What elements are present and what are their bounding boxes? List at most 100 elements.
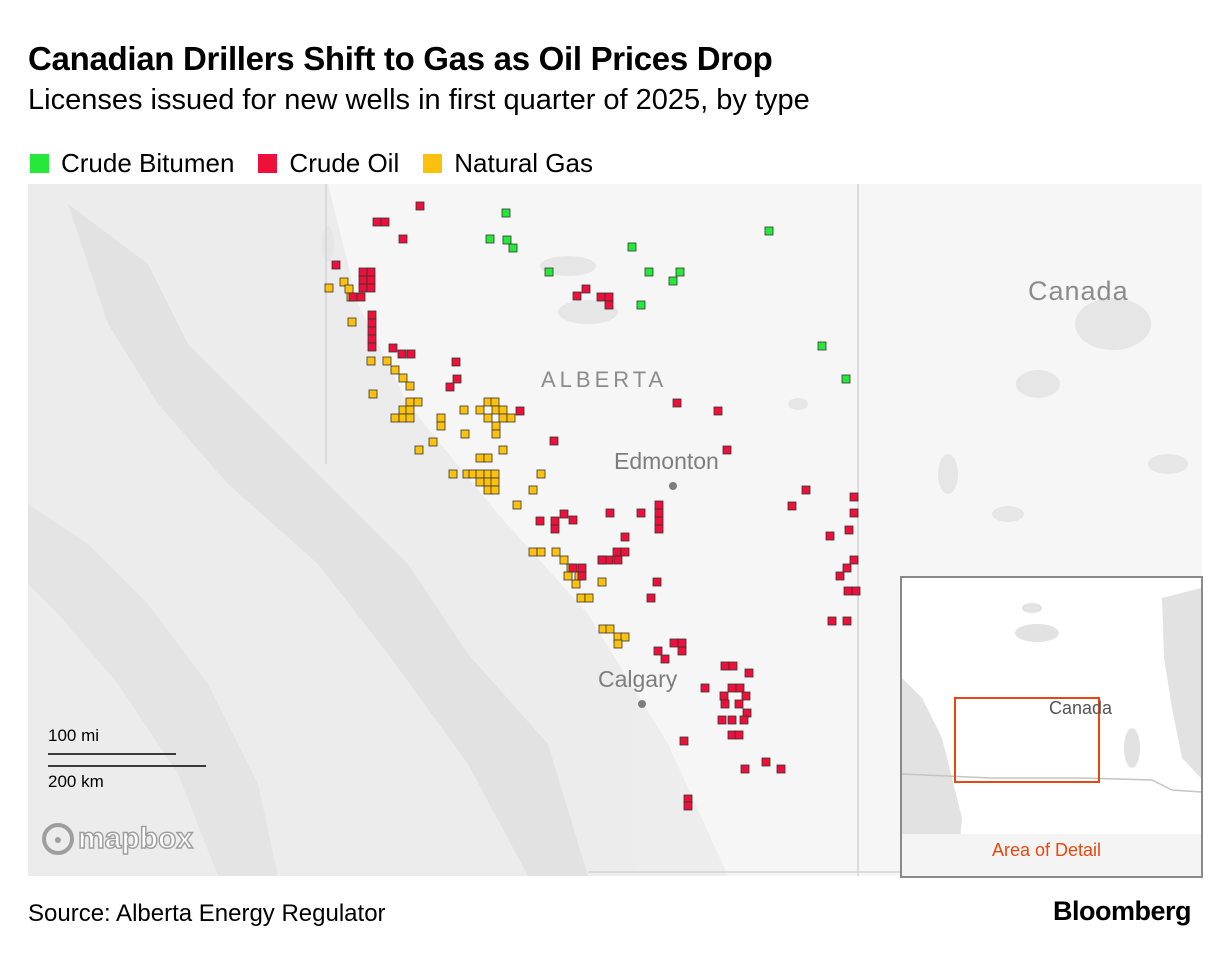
- bitumen-well-marker: [841, 374, 851, 384]
- scale-bars: [48, 753, 206, 767]
- oil-well-marker: [652, 577, 662, 587]
- oil-well-marker: [654, 508, 664, 518]
- legend-item-crude-bitumen: Crude Bitumen: [30, 148, 234, 179]
- mapbox-logo[interactable]: ● mapbox: [42, 821, 194, 856]
- bitumen-well-marker: [636, 300, 646, 310]
- country-label-canada: Canada: [1028, 276, 1129, 306]
- oil-well-marker: [597, 555, 607, 565]
- legend-label-crude-bitumen: Crude Bitumen: [61, 148, 235, 178]
- gas-well-marker: [498, 445, 508, 455]
- city-label-calgary: Calgary: [598, 666, 678, 692]
- oil-well-marker: [835, 571, 845, 581]
- area-of-detail-box: [954, 697, 1100, 783]
- oil-well-marker: [406, 349, 416, 359]
- oil-well-marker: [577, 571, 587, 581]
- bitumen-well-marker: [544, 267, 554, 277]
- gas-well-marker: [413, 397, 423, 407]
- oil-well-marker: [550, 524, 560, 534]
- oil-well-marker: [397, 349, 407, 359]
- oil-well-marker: [801, 485, 811, 495]
- oil-well-marker: [367, 334, 377, 344]
- oil-well-marker: [620, 547, 630, 557]
- legend-swatch-crude-oil: [258, 154, 278, 173]
- oil-well-marker: [568, 515, 578, 525]
- gas-well-marker: [536, 469, 546, 479]
- oil-well-marker: [734, 699, 744, 709]
- oil-well-marker: [415, 201, 425, 211]
- inset-map-base: [902, 578, 1201, 876]
- inset-country-label: Canada: [1049, 698, 1113, 718]
- gas-well-marker: [405, 397, 415, 407]
- lakes: [322, 226, 1188, 612]
- gas-well-marker: [491, 429, 501, 439]
- bitumen-well-marker: [501, 208, 511, 218]
- gas-well-marker: [344, 284, 354, 294]
- gas-well-marker: [490, 469, 500, 479]
- gas-well-marker: [571, 579, 581, 589]
- oil-well-marker: [372, 217, 382, 227]
- oil-well-marker: [398, 234, 408, 244]
- oil-well-marker: [849, 555, 859, 565]
- gas-well-marker: [528, 547, 538, 557]
- legend-swatch-crude-bitumen: [30, 154, 49, 173]
- gas-well-marker: [475, 477, 485, 487]
- oil-well-marker: [550, 516, 560, 526]
- map-base: [28, 184, 1202, 876]
- oil-well-marker: [358, 275, 368, 285]
- inset-detail-label: Area of Detail: [992, 840, 1102, 860]
- gas-well-marker: [490, 485, 500, 495]
- gas-well-marker: [490, 477, 500, 487]
- gas-well-marker: [324, 283, 334, 293]
- legend: Crude Bitumen Crude Oil Natural Gas: [30, 148, 617, 179]
- oil-well-marker: [613, 555, 623, 565]
- scale-label-km: 200 km: [48, 772, 104, 791]
- gas-well-marker: [483, 413, 493, 423]
- oil-well-marker: [741, 691, 751, 701]
- oil-well-marker: [604, 292, 614, 302]
- oil-well-marker: [356, 292, 366, 302]
- oil-well-marker: [515, 406, 525, 416]
- gas-well-marker: [506, 413, 516, 423]
- gas-well-marker: [405, 413, 415, 423]
- oil-well-marker: [717, 715, 727, 725]
- oil-well-marker: [559, 509, 569, 519]
- bitumen-well-marker: [644, 267, 654, 277]
- oil-well-marker: [735, 683, 745, 693]
- oil-well-marker: [581, 284, 591, 294]
- oil-well-marker: [787, 501, 797, 511]
- gas-well-marker: [498, 413, 508, 423]
- oil-well-marker: [367, 326, 377, 336]
- oil-well-marker: [596, 292, 606, 302]
- oil-well-marker: [722, 445, 732, 455]
- oil-well-marker: [358, 267, 368, 277]
- oil-well-marker: [612, 547, 622, 557]
- map-area: [28, 184, 1202, 876]
- oil-well-marker: [739, 715, 749, 725]
- oil-well-marker: [669, 638, 679, 648]
- oil-well-marker: [367, 318, 377, 328]
- oil-well-marker: [683, 801, 693, 811]
- bitumen-well-marker: [675, 267, 685, 277]
- gas-well-marker: [613, 639, 623, 649]
- oil-well-marker: [728, 661, 738, 671]
- gas-well-marker: [512, 500, 522, 510]
- calgary-dot: [638, 700, 646, 708]
- oil-well-marker: [572, 291, 582, 301]
- gas-well-marker: [536, 547, 546, 557]
- gas-well-marker: [347, 317, 357, 327]
- oil-well-marker: [605, 508, 615, 518]
- oil-well-marker: [776, 764, 786, 774]
- gas-well-marker: [405, 405, 415, 415]
- oil-well-marker: [654, 516, 664, 526]
- oil-well-marker: [842, 563, 852, 573]
- oil-well-marker: [720, 699, 730, 709]
- gas-well-marker: [414, 445, 424, 455]
- oil-well-marker: [842, 616, 852, 626]
- gas-well-marker: [448, 469, 458, 479]
- oil-well-marker: [535, 516, 545, 526]
- oil-well-marker: [366, 283, 376, 293]
- gas-well-marker: [436, 421, 446, 431]
- bitumen-well-marker: [502, 235, 512, 245]
- oil-well-marker: [654, 500, 664, 510]
- oil-well-marker: [825, 531, 835, 541]
